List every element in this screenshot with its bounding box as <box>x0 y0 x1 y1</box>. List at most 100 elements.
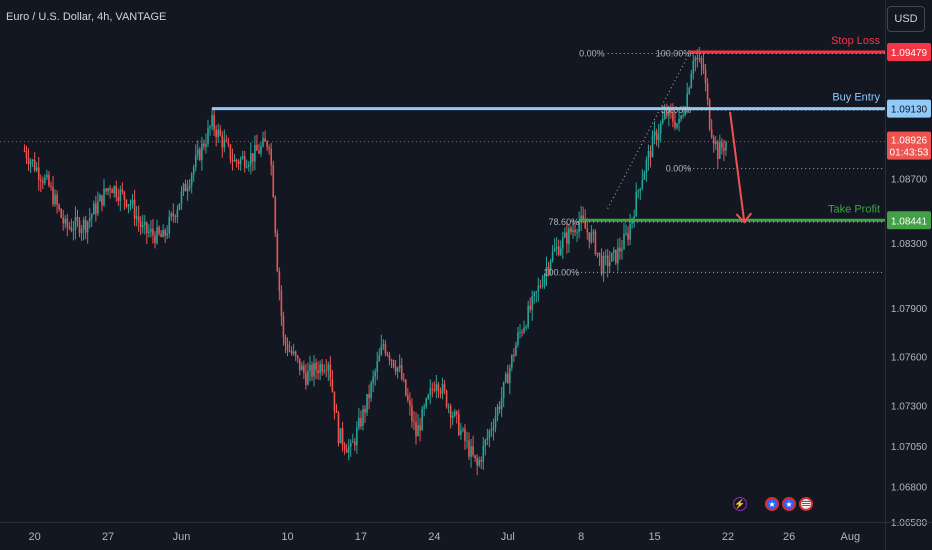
price-tag <box>887 211 931 230</box>
us-flag-icon[interactable] <box>799 497 813 511</box>
candle-body <box>166 233 169 236</box>
candle-body <box>70 227 73 231</box>
candle-body <box>235 160 238 163</box>
candle-body <box>407 395 409 401</box>
candle-body <box>492 427 495 430</box>
candle-body <box>706 83 709 100</box>
candle-body <box>354 441 356 446</box>
candle-body <box>449 406 452 418</box>
candle-body <box>88 218 91 222</box>
candle-body <box>178 203 181 210</box>
candle-body <box>370 382 372 399</box>
candle-body <box>364 408 366 413</box>
candle-body <box>657 133 660 141</box>
candle-body <box>529 305 531 310</box>
candle-body <box>531 295 534 310</box>
candle-body <box>539 285 542 287</box>
candle-body <box>382 344 385 346</box>
candle-body <box>598 252 601 256</box>
candle-body <box>404 379 407 396</box>
candle-body <box>278 271 281 292</box>
candle-body <box>437 384 440 392</box>
candle-body <box>84 219 87 233</box>
candle-body <box>42 181 44 184</box>
fib-label: 100.00% <box>656 48 692 58</box>
fib-label: 50.00% <box>661 105 692 115</box>
x-tick-label: 17 <box>355 531 367 543</box>
candle-body <box>58 204 60 210</box>
candle-body <box>309 364 311 372</box>
candle-body <box>95 203 97 214</box>
y-tick-label: 1.07600 <box>891 353 928 364</box>
candle-body <box>431 388 434 390</box>
candle-body <box>186 188 189 192</box>
candle-body <box>564 232 566 238</box>
price-tag-label: 1.08441 <box>891 216 928 227</box>
candle-body <box>50 185 52 187</box>
eu-flag-icon[interactable]: ★ <box>782 497 796 511</box>
candle-body <box>180 191 183 204</box>
candle-body <box>284 337 287 345</box>
candle-body <box>455 411 458 415</box>
candle-body <box>441 383 444 394</box>
candle-body <box>76 216 79 221</box>
candle-body <box>25 150 28 159</box>
candle-body <box>56 194 58 205</box>
candle-body <box>594 231 597 255</box>
candle-body <box>286 344 289 352</box>
candle-body <box>333 391 336 412</box>
candle-body <box>317 370 319 374</box>
candle-body <box>327 364 330 371</box>
candle-body <box>555 246 558 249</box>
x-tick-label: 20 <box>29 531 41 543</box>
candle-body <box>698 58 701 60</box>
candle-body <box>209 126 211 128</box>
chart-title: Euro / U.S. Dollar, 4h, VANTAGE <box>6 11 167 23</box>
candle-body <box>623 233 625 250</box>
currency-button[interactable]: USD <box>887 6 925 32</box>
candle-body <box>415 422 417 437</box>
candle-body <box>388 355 391 360</box>
candle-body <box>303 365 305 373</box>
candle-body <box>543 275 546 286</box>
candle-body <box>617 247 619 264</box>
candle-body <box>639 188 642 191</box>
candle-body <box>245 166 248 168</box>
candle-body <box>663 112 666 119</box>
candle-body <box>39 179 42 182</box>
candle-body <box>476 458 478 466</box>
candle-body <box>586 228 589 233</box>
candle-body <box>29 161 32 165</box>
candle-body <box>686 93 689 111</box>
eu-flag-icon[interactable]: ★ <box>765 497 779 511</box>
candle-body <box>239 158 242 165</box>
candle-body <box>468 440 470 457</box>
candle-body <box>574 229 576 233</box>
candle-body <box>62 217 65 224</box>
candle-body <box>60 209 62 218</box>
candle-body <box>313 362 315 377</box>
candle-body <box>335 411 338 413</box>
candle-body <box>723 147 725 151</box>
candle-body <box>294 351 297 356</box>
candle-body <box>433 389 436 391</box>
candle-body <box>121 189 124 192</box>
candle-body <box>213 114 215 130</box>
candle-body <box>241 156 244 159</box>
candle-body <box>307 371 309 385</box>
candle-body <box>378 354 381 362</box>
candle-body <box>119 189 122 201</box>
candle-body <box>584 220 587 229</box>
candle-body <box>447 406 450 408</box>
candle-body <box>305 372 307 385</box>
candle-body <box>427 395 430 399</box>
y-tick-label: 1.08700 <box>891 174 928 185</box>
candle-body <box>109 188 111 190</box>
candle-body <box>368 394 370 399</box>
candle-body <box>445 390 448 407</box>
candle-body <box>714 141 717 144</box>
candle-body <box>453 411 456 416</box>
candle-body <box>700 58 703 65</box>
lightning-icon[interactable]: ⚡ <box>733 497 747 511</box>
